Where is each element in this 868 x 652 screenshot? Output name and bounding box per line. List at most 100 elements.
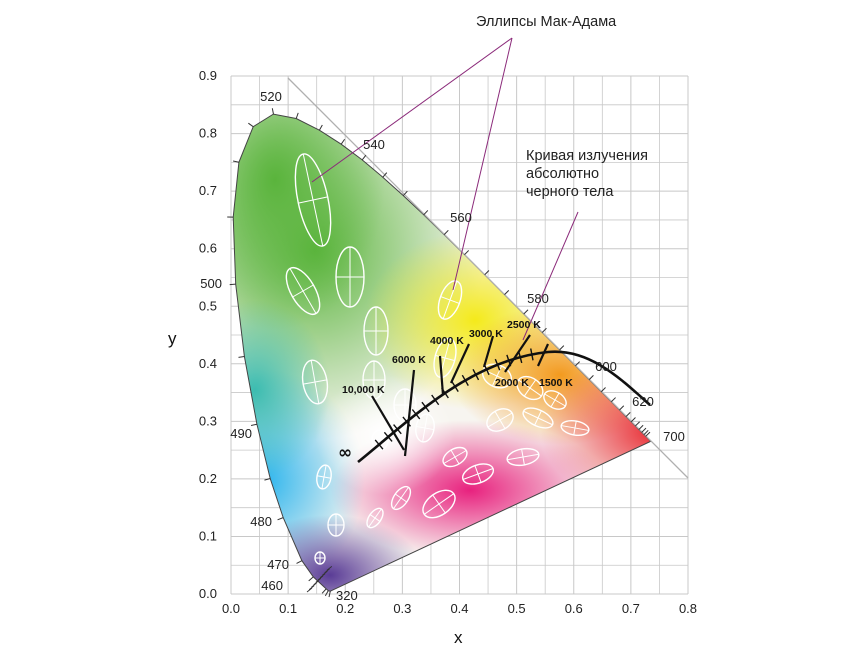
- isotemperature-line: [482, 335, 495, 368]
- planck-minor-tick: [506, 354, 512, 367]
- wavelength-tick: [610, 397, 616, 403]
- wavelength-tick: [248, 122, 254, 128]
- y-tick-label: 0.2: [199, 471, 217, 486]
- y-tick-label: 0.0: [199, 586, 217, 601]
- infinity-label: ∞: [338, 443, 352, 463]
- macadam-ellipse: [285, 266, 321, 316]
- macadam-ellipse: [437, 280, 463, 320]
- wavelength-tick: [638, 424, 644, 430]
- wavelength-tick: [575, 361, 581, 367]
- wavelength-tick: [277, 517, 284, 521]
- macadam-ellipse: [390, 485, 412, 511]
- wavelength-tick: [361, 154, 367, 161]
- macadam-ellipse: [314, 551, 326, 565]
- wavelength-tick: [264, 478, 271, 481]
- wavelength-label: 580: [527, 291, 549, 306]
- macadam-ellipse: [543, 390, 567, 410]
- wavelength-label: 700: [663, 429, 685, 444]
- planck-minor-tick: [518, 351, 523, 364]
- wavelength-tick: [523, 309, 529, 315]
- y-tick-label: 0.7: [199, 183, 217, 198]
- cct-label: 4000 K: [430, 335, 464, 347]
- macadam-ellipse: [522, 407, 554, 429]
- wavelength-tick: [250, 423, 258, 426]
- wavelength-tick: [232, 160, 240, 163]
- macadam-ellipses: [285, 153, 590, 565]
- macadam-ellipse: [301, 359, 329, 405]
- callout-lines: [311, 37, 579, 341]
- planck-minor-tick: [472, 369, 480, 381]
- wavelength-tick: [588, 375, 594, 380]
- wavelength-tick: [641, 427, 647, 433]
- wavelength-tick: [321, 588, 327, 594]
- wavelength-tick: [423, 210, 429, 216]
- y-tick-label: 0.3: [199, 413, 217, 428]
- cct-label: 10,000 K: [342, 384, 385, 396]
- wavelength-label: 480: [250, 514, 272, 529]
- x-tick-label: 0.2: [336, 601, 354, 616]
- y-axis-tick-labels: 0.0 0.1 0.2 0.3 0.4 0.5 0.6 0.7 0.8 0.9: [199, 68, 217, 601]
- cct-label: 1500 K: [539, 377, 573, 389]
- wavelength-tick: [319, 573, 326, 578]
- x-tick-label: 0.1: [279, 601, 297, 616]
- y-tick-label: 0.8: [199, 126, 217, 141]
- macadam-ellipse: [335, 246, 365, 308]
- wavelength-tick: [559, 345, 565, 351]
- wavelength-tick: [315, 578, 322, 583]
- cct-labels: 10,000 K 6000 K 4000 K 3000 K 2500 K 2000 K 15…: [342, 319, 573, 396]
- wavelength-tick: [308, 585, 315, 590]
- diagonal-reference-line: [287, 77, 689, 479]
- spectral-locus-fill: [233, 114, 651, 592]
- planck-minor-tick: [421, 401, 430, 413]
- planck-minor-tick: [483, 363, 490, 376]
- y-axis-title: y: [168, 329, 177, 348]
- wavelength-tick: [311, 582, 317, 588]
- wavelength-ticks: [227, 108, 651, 598]
- macadam-ellipse: [415, 413, 435, 443]
- cct-label: 2500 K: [507, 319, 541, 331]
- blackbody-curve-label-line-1: Кривая излучения: [526, 148, 648, 164]
- planck-minor-tick: [451, 381, 459, 393]
- wavelength-tick: [238, 355, 245, 358]
- wavelength-tick: [600, 387, 606, 393]
- macadam-ellipse: [442, 446, 468, 468]
- wavelength-tick: [328, 591, 331, 598]
- x-tick-label: 0.7: [622, 601, 640, 616]
- wavelength-label: 540: [363, 137, 385, 152]
- planck-minor-tick: [402, 416, 411, 427]
- wavelength-tick: [322, 570, 328, 576]
- macadam-ellipse: [461, 463, 495, 485]
- planck-minor-tick: [393, 424, 402, 435]
- planck-minor-tick: [383, 431, 393, 442]
- x-axis-title: x: [454, 628, 463, 647]
- wavelength-tick: [306, 587, 313, 593]
- x-tick-label: 0.6: [565, 601, 583, 616]
- wavelength-tick: [271, 108, 274, 115]
- wavelength-tick: [308, 576, 314, 582]
- macadam-ellipse: [560, 419, 590, 437]
- wavelength-tick: [464, 250, 470, 256]
- macadam-ellipse: [327, 513, 345, 537]
- wavelength-tick: [324, 568, 330, 574]
- macadam-ellipse: [506, 447, 540, 467]
- macadam-ellipse: [433, 337, 457, 379]
- wavelength-tick: [296, 560, 303, 564]
- planck-minor-tick: [494, 358, 501, 371]
- isotemperature-line: [371, 395, 405, 451]
- cct-label: 6000 K: [392, 354, 426, 366]
- wavelength-tick: [295, 112, 299, 119]
- x-tick-label: 0.0: [222, 601, 240, 616]
- wavelength-label: 500: [200, 276, 222, 291]
- wavelength-tick: [504, 290, 510, 295]
- wavelength-tick: [382, 172, 388, 178]
- x-tick-label: 0.4: [450, 601, 468, 616]
- wavelength-tick: [318, 124, 323, 131]
- macadam-ellipse: [516, 375, 544, 401]
- wavelength-tick: [317, 575, 324, 581]
- wavelength-tick: [619, 405, 625, 411]
- wavelength-tick: [340, 138, 346, 145]
- planck-minor-tick: [530, 348, 534, 361]
- wavelength-tick: [484, 270, 490, 276]
- macadam-ellipse: [294, 153, 332, 247]
- x-tick-label: 0.8: [679, 601, 697, 616]
